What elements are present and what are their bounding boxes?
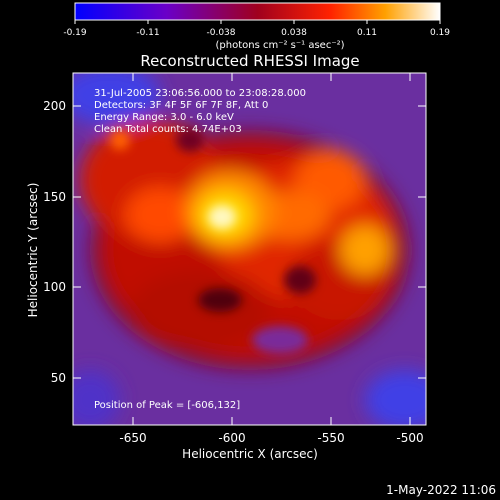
- colorbar-tick-label: -0.11: [136, 28, 159, 38]
- plot-frame: [72, 72, 427, 426]
- y-tick-label: 100: [43, 280, 66, 294]
- colorbar: -0.19 -0.11 -0.038 0.038 0.11 0.19 (phot…: [63, 2, 450, 51]
- colorbar-units-label: (photons cm⁻² s⁻¹ asec⁻²): [215, 40, 344, 51]
- clean-total-label: Clean Total counts: 4.74E+03: [94, 124, 242, 135]
- plot-title: Reconstructed RHESSI Image: [140, 52, 359, 70]
- colorbar-ticks: [74, 20, 441, 24]
- x-tick-label: -600: [218, 431, 245, 445]
- peak-position-label: Position of Peak = [-606,132]: [94, 400, 240, 411]
- colorbar-tick-label: 0.19: [430, 28, 450, 38]
- y-tick-label: 200: [43, 99, 66, 113]
- colorbar-tick-label: 0.038: [281, 28, 307, 38]
- colorbar-tick-label: -0.19: [63, 28, 87, 38]
- y-tick-label: 50: [51, 371, 66, 385]
- y-tick-label: 150: [43, 190, 66, 204]
- colorbar-tick-label: -0.038: [206, 28, 235, 38]
- detectors-label: Detectors: 3F 4F 5F 6F 7F 8F, Att 0: [94, 100, 268, 111]
- energy-range-label: Energy Range: 3.0 - 6.0 keV: [94, 112, 234, 123]
- x-tick-label: -500: [396, 431, 423, 445]
- time-range-label: 31-Jul-2005 23:06:56.000 to 23:08:28.000: [94, 88, 306, 99]
- rhessi-image: [73, 73, 426, 425]
- y-axis-label: Heliocentric Y (arcsec): [26, 183, 40, 318]
- x-tick-label: -650: [119, 431, 146, 445]
- x-axis-label: Heliocentric X (arcsec): [182, 447, 318, 461]
- colorbar-tick-label: 0.11: [357, 28, 377, 38]
- colorbar-gradient: [74, 2, 441, 21]
- timestamp-label: 1-May-2022 11:06: [386, 483, 496, 497]
- x-tick-label: -550: [317, 431, 344, 445]
- axis-ticks: [73, 73, 426, 425]
